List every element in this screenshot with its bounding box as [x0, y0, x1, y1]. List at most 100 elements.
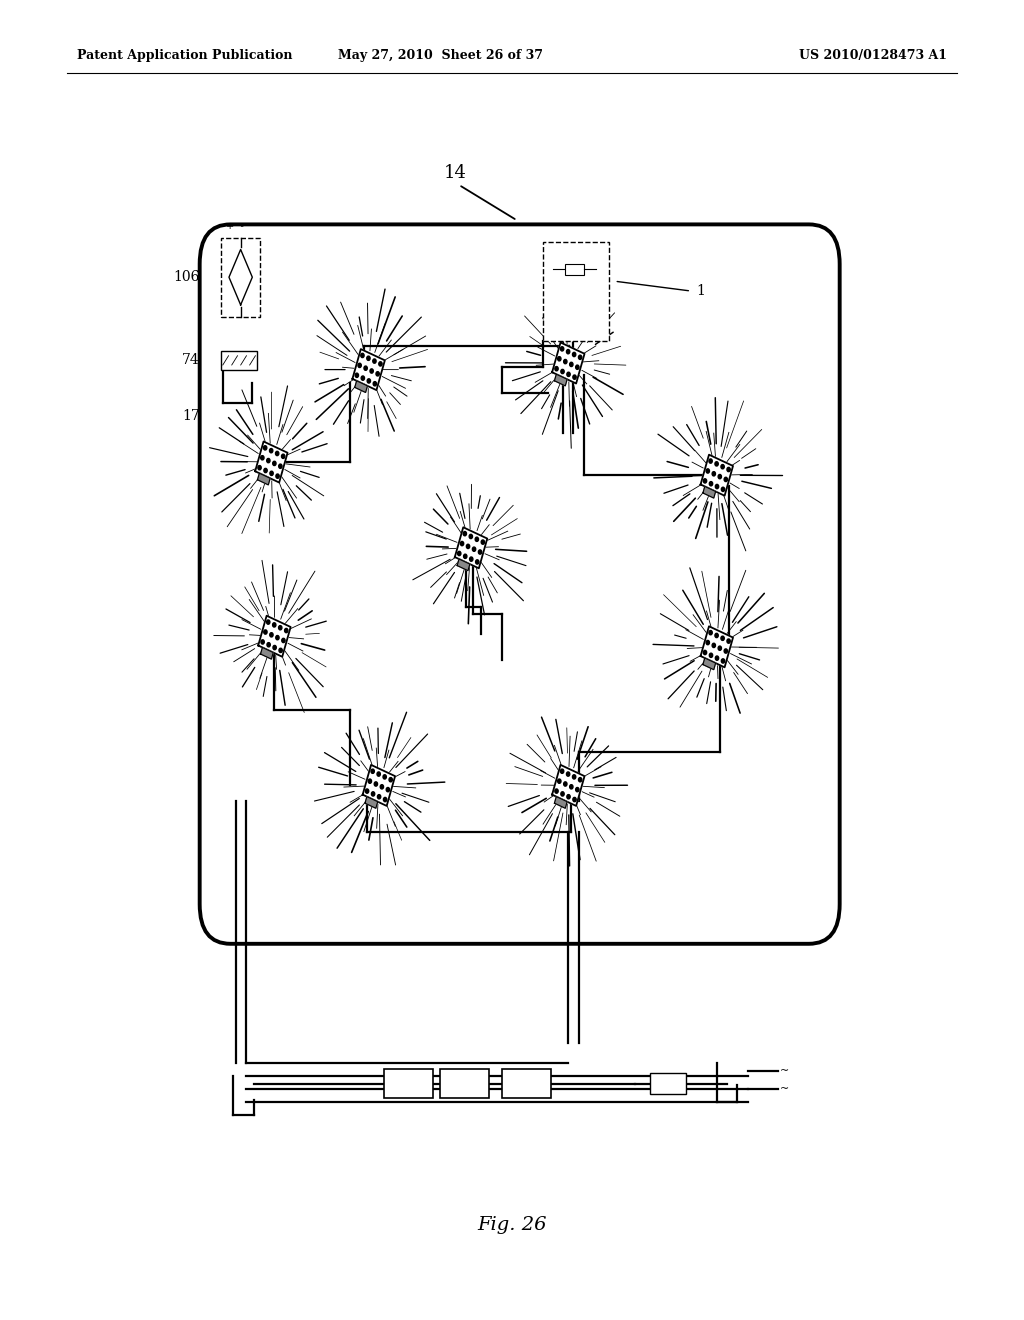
Circle shape	[464, 554, 467, 558]
Circle shape	[472, 546, 476, 552]
Circle shape	[579, 777, 582, 781]
Text: 17: 17	[182, 409, 200, 422]
Bar	[221, 238, 260, 317]
Polygon shape	[352, 348, 385, 391]
Circle shape	[707, 469, 710, 473]
Bar	[650, 1073, 686, 1094]
Circle shape	[282, 454, 285, 458]
Circle shape	[563, 359, 567, 364]
Circle shape	[389, 777, 392, 781]
Polygon shape	[257, 474, 270, 484]
Circle shape	[279, 465, 282, 469]
Circle shape	[575, 366, 579, 370]
Polygon shape	[554, 797, 567, 808]
Circle shape	[558, 356, 561, 360]
Circle shape	[379, 362, 382, 366]
Text: Patent Application Publication: Patent Application Publication	[77, 49, 292, 62]
Circle shape	[373, 359, 376, 363]
Circle shape	[469, 535, 472, 539]
Circle shape	[383, 797, 387, 801]
Circle shape	[572, 375, 577, 379]
Circle shape	[374, 781, 378, 787]
Circle shape	[269, 449, 272, 453]
Circle shape	[458, 552, 461, 556]
Polygon shape	[260, 648, 273, 659]
Circle shape	[270, 471, 273, 475]
Circle shape	[368, 379, 371, 383]
Circle shape	[273, 645, 276, 649]
Circle shape	[269, 632, 273, 638]
Circle shape	[718, 474, 722, 479]
Circle shape	[712, 643, 716, 648]
Circle shape	[572, 775, 575, 779]
Bar	[440, 1069, 489, 1098]
Circle shape	[361, 376, 365, 380]
Circle shape	[703, 479, 707, 483]
Circle shape	[721, 487, 725, 491]
Circle shape	[710, 653, 713, 657]
Circle shape	[261, 455, 264, 459]
Circle shape	[275, 451, 279, 455]
Circle shape	[560, 770, 564, 774]
Text: May 27, 2010  Sheet 26 of 37: May 27, 2010 Sheet 26 of 37	[338, 49, 543, 62]
Circle shape	[721, 465, 724, 469]
Circle shape	[364, 366, 368, 371]
Text: ~: ~	[780, 1084, 790, 1094]
Circle shape	[272, 461, 276, 466]
Circle shape	[258, 466, 261, 470]
Circle shape	[567, 795, 570, 799]
Circle shape	[481, 540, 484, 544]
Circle shape	[718, 645, 722, 651]
Circle shape	[360, 354, 365, 358]
Text: 74: 74	[182, 354, 200, 367]
Circle shape	[261, 640, 264, 644]
Circle shape	[727, 467, 730, 471]
Circle shape	[383, 775, 386, 779]
Circle shape	[266, 458, 270, 463]
Circle shape	[709, 631, 713, 635]
Text: ~: ~	[780, 1065, 790, 1076]
Circle shape	[724, 649, 727, 653]
Text: 1: 1	[696, 284, 706, 298]
Circle shape	[707, 640, 710, 644]
Polygon shape	[702, 659, 716, 669]
Polygon shape	[702, 487, 716, 498]
Circle shape	[386, 788, 389, 792]
Circle shape	[367, 356, 370, 360]
Circle shape	[710, 482, 713, 486]
Bar	[221, 351, 257, 370]
Circle shape	[715, 634, 718, 638]
Circle shape	[572, 797, 577, 801]
Circle shape	[555, 367, 558, 371]
Polygon shape	[365, 797, 378, 808]
Polygon shape	[700, 626, 733, 668]
Text: 106: 106	[173, 271, 200, 284]
Polygon shape	[554, 375, 567, 385]
Circle shape	[716, 484, 719, 488]
Polygon shape	[700, 454, 733, 496]
Circle shape	[377, 772, 380, 776]
Circle shape	[712, 471, 716, 477]
Circle shape	[358, 363, 361, 367]
Circle shape	[561, 792, 564, 796]
Text: Fig. 26: Fig. 26	[477, 1216, 547, 1234]
Polygon shape	[258, 615, 291, 657]
Circle shape	[264, 469, 267, 473]
Circle shape	[275, 635, 280, 640]
Circle shape	[275, 474, 280, 478]
Circle shape	[569, 362, 573, 367]
Circle shape	[558, 779, 561, 783]
Circle shape	[463, 532, 467, 536]
Circle shape	[727, 639, 730, 643]
Circle shape	[370, 368, 374, 374]
Circle shape	[371, 770, 375, 774]
Polygon shape	[362, 764, 395, 807]
Circle shape	[572, 352, 575, 356]
Circle shape	[579, 355, 582, 359]
Circle shape	[355, 374, 358, 378]
Circle shape	[475, 537, 478, 541]
Circle shape	[378, 795, 381, 799]
Circle shape	[703, 651, 707, 655]
Polygon shape	[552, 342, 585, 384]
Circle shape	[709, 459, 713, 463]
